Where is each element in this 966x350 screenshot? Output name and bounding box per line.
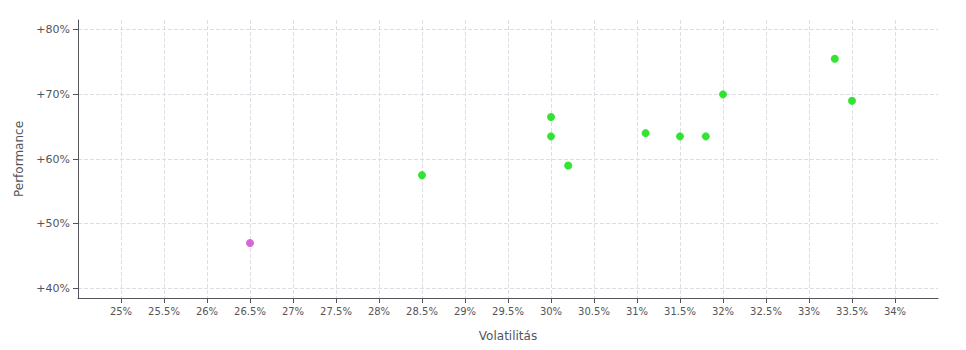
svg-text:32%: 32% xyxy=(712,306,734,317)
svg-text:34%: 34% xyxy=(884,306,906,317)
svg-text:25.5%: 25.5% xyxy=(148,306,180,317)
svg-text:26%: 26% xyxy=(196,306,218,317)
svg-text:+40%: +40% xyxy=(36,282,70,295)
svg-text:Performance: Performance xyxy=(12,121,26,197)
svg-text:33.5%: 33.5% xyxy=(836,306,868,317)
svg-text:27.5%: 27.5% xyxy=(320,306,352,317)
svg-text:28%: 28% xyxy=(368,306,390,317)
svg-text:29.5%: 29.5% xyxy=(492,306,524,317)
svg-text:Volatilitás: Volatilitás xyxy=(479,329,537,343)
svg-text:32.5%: 32.5% xyxy=(750,306,782,317)
svg-text:+60%: +60% xyxy=(36,153,70,166)
svg-text:33%: 33% xyxy=(798,306,820,317)
svg-text:+50%: +50% xyxy=(36,217,70,230)
svg-text:+80%: +80% xyxy=(36,23,70,36)
svg-text:26.5%: 26.5% xyxy=(234,306,266,317)
svg-text:27%: 27% xyxy=(282,306,304,317)
svg-text:30.5%: 30.5% xyxy=(578,306,610,317)
svg-text:25%: 25% xyxy=(110,306,132,317)
svg-text:28.5%: 28.5% xyxy=(406,306,438,317)
svg-text:+70%: +70% xyxy=(36,88,70,101)
svg-text:30%: 30% xyxy=(540,306,562,317)
svg-text:31%: 31% xyxy=(626,306,648,317)
svg-text:29%: 29% xyxy=(454,306,476,317)
svg-text:31.5%: 31.5% xyxy=(664,306,696,317)
